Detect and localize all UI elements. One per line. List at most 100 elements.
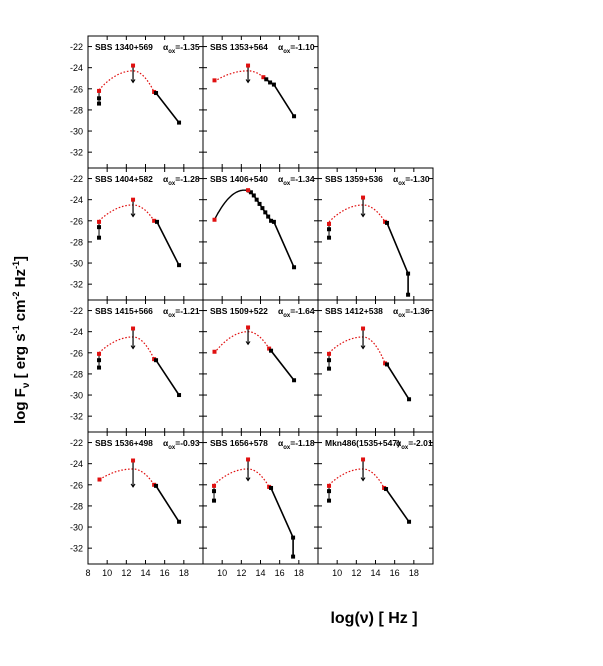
ir-limit-arrow (360, 345, 366, 350)
ir-limit-arrow (130, 345, 136, 350)
y-label-sub: ν (21, 382, 32, 388)
xray-point (269, 485, 274, 490)
y-tick-label: -30 (70, 127, 83, 137)
x-tick-label: 16 (275, 568, 285, 578)
xray-point (385, 362, 389, 367)
model-curve (213, 468, 270, 488)
panel-alpha-ox: αox=-1.34 (278, 174, 315, 187)
panel-title: SBS 1536+498 (95, 438, 153, 448)
panel-title: SBS 1415+566 (95, 306, 153, 316)
x-tick-label: 10 (102, 568, 112, 578)
panel-title: SBS 1340+569 (95, 42, 153, 52)
sed-panel: SBS 1656+578 αox=-1.18 (202, 431, 319, 565)
xray-point (267, 346, 272, 351)
x-tick-labels: 8 10 12 14 16 18 10 12 14 16 18 10 12 14 16 18 (85, 568, 418, 578)
panel-title: SBS 1412+538 (325, 306, 383, 316)
model-curve (328, 468, 385, 489)
panel-title: SBS 1353+564 (210, 42, 268, 52)
panel-frame (202, 167, 319, 301)
y-label-sup1: -1 (11, 325, 21, 333)
radio-point (97, 219, 102, 224)
panel-alpha-ox: αox=-0.93 (163, 438, 200, 451)
radio-point (212, 78, 217, 83)
radio-point (327, 358, 332, 363)
power-law-line (383, 487, 410, 523)
panel-frame (87, 431, 204, 565)
x-tick-label: 12 (351, 568, 361, 578)
xray-point (384, 487, 389, 492)
xray-point (177, 120, 182, 125)
panel-frame (202, 35, 319, 169)
y-tick-label: -28 (70, 237, 83, 247)
panel-frame (87, 167, 204, 301)
radio-point (212, 489, 217, 494)
y-tick-label: -32 (70, 544, 83, 554)
ir-point (131, 63, 136, 68)
model-curve (98, 204, 155, 222)
panel-title: SBS 1656+578 (210, 438, 268, 448)
panel-alpha-ox: αox=-2.01 (396, 438, 433, 451)
model-curve (328, 336, 386, 364)
model-curve (98, 336, 155, 360)
radio-point (327, 489, 332, 494)
ir-point (131, 326, 136, 331)
xray-point (154, 483, 159, 488)
model-curve (214, 70, 264, 82)
xray-point (269, 348, 274, 353)
sed-panel: SBS 1509+522 αox=-1.64 (202, 299, 319, 433)
model-curve (99, 468, 155, 486)
x-tick-label: 16 (390, 568, 400, 578)
x-tick-label: 18 (409, 568, 419, 578)
y-tick-label: -24 (70, 63, 83, 73)
y-tick-label: -26 (70, 348, 83, 358)
power-law-line (153, 220, 180, 266)
xray-point (292, 114, 297, 119)
y-label-sup2: -2 (11, 292, 21, 300)
x-tick-label: 14 (370, 568, 380, 578)
panel-frame (317, 431, 434, 565)
y-tick-label: -30 (70, 523, 83, 533)
radio-point (97, 225, 102, 230)
xray-point (271, 219, 276, 224)
panel-title: SBS 1509+522 (210, 306, 268, 316)
y-tick-label: -28 (70, 105, 83, 115)
y-tick-label: -26 (70, 84, 83, 94)
xray-point (271, 82, 276, 87)
xray-point (154, 358, 159, 363)
y-tick-label: -22 (70, 42, 83, 52)
radio-point (327, 235, 332, 240)
y-label-rest3: Hz (12, 269, 29, 292)
y-tick-label: -32 (70, 412, 83, 422)
panel-title: SBS 1404+582 (95, 174, 153, 184)
power-law-line (268, 348, 295, 381)
xray-point (269, 218, 274, 223)
y-tick-label: -28 (70, 369, 83, 379)
xray-point (406, 271, 411, 276)
y-tick-label: -24 (70, 327, 83, 337)
panel-alpha-ox: αox=-1.36 (393, 306, 430, 319)
x-axis-label: log(ν) [ Hz ] (330, 610, 417, 627)
y-tick-label: -22 (70, 438, 83, 448)
ir-point (246, 188, 251, 193)
radio-point (97, 351, 102, 356)
xray-point (154, 91, 159, 96)
x-tick-label: 18 (179, 568, 189, 578)
power-law-line (262, 76, 295, 117)
radio-point (327, 498, 332, 503)
radio-point (212, 217, 217, 222)
y-tick-label: -26 (70, 216, 83, 226)
radio-point (212, 349, 217, 354)
sed-panel: -22 -24 -26 -28 -30 -32 SBS 1340+569 αox=-1.35 (70, 35, 204, 169)
xray-point (177, 263, 182, 268)
ir-limit-arrow (130, 213, 136, 218)
y-label-rest1: [ erg s (12, 333, 29, 382)
ir-point (361, 195, 366, 200)
x-tick-label: 8 (85, 568, 90, 578)
radio-point (97, 101, 102, 106)
radio-point (212, 498, 217, 503)
x-tick-label: 14 (140, 568, 150, 578)
y-label-main: log F (12, 388, 29, 424)
panel-alpha-ox: αox=-1.21 (163, 306, 200, 319)
xray-point (291, 535, 296, 540)
